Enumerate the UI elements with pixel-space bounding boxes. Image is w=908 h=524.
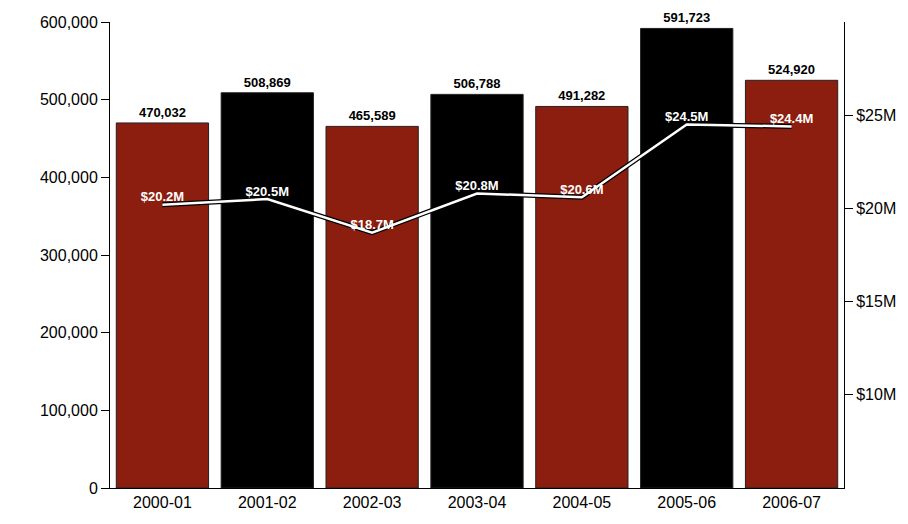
svg-text:591,723: 591,723: [663, 10, 710, 25]
svg-text:2003-04: 2003-04: [448, 494, 507, 511]
svg-text:0: 0: [89, 480, 98, 497]
svg-text:$20.6M: $20.6M: [560, 182, 603, 197]
svg-text:2005-06: 2005-06: [657, 494, 716, 511]
svg-text:400,000: 400,000: [40, 169, 98, 186]
svg-text:$18.7M: $18.7M: [350, 217, 393, 232]
svg-text:2000-01: 2000-01: [133, 494, 192, 511]
svg-text:$20.8M: $20.8M: [455, 178, 498, 193]
svg-text:500,000: 500,000: [40, 91, 98, 108]
svg-text:$24.5M: $24.5M: [665, 109, 708, 124]
svg-text:2004-05: 2004-05: [553, 494, 612, 511]
svg-text:$20M: $20M: [856, 200, 896, 217]
svg-text:$20.2M: $20.2M: [141, 189, 184, 204]
svg-text:$15M: $15M: [856, 293, 896, 310]
svg-text:508,869: 508,869: [244, 75, 291, 90]
svg-text:2002-03: 2002-03: [343, 494, 402, 511]
svg-text:300,000: 300,000: [40, 247, 98, 264]
svg-text:600,000: 600,000: [40, 14, 98, 31]
svg-text:100,000: 100,000: [40, 402, 98, 419]
svg-text:465,589: 465,589: [349, 108, 396, 123]
svg-text:506,788: 506,788: [454, 76, 501, 91]
svg-text:$24.4M: $24.4M: [770, 111, 813, 126]
svg-text:$10M: $10M: [856, 386, 896, 403]
svg-text:524,920: 524,920: [768, 62, 815, 77]
svg-text:200,000: 200,000: [40, 324, 98, 341]
svg-text:470,032: 470,032: [139, 105, 186, 120]
svg-text:2001-02: 2001-02: [238, 494, 297, 511]
svg-text:491,282: 491,282: [558, 88, 605, 103]
svg-text:$20.5M: $20.5M: [246, 184, 289, 199]
svg-text:$25M: $25M: [856, 107, 896, 124]
svg-text:2006-07: 2006-07: [762, 494, 821, 511]
